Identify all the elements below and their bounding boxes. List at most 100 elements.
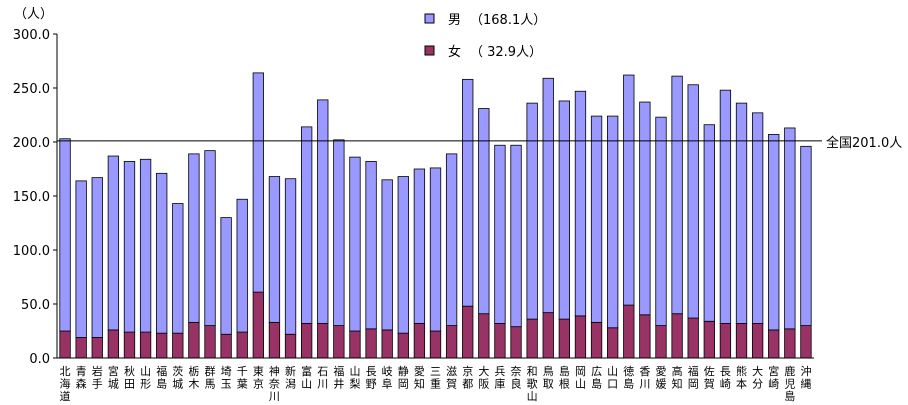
x-category-label: 口 (607, 378, 618, 391)
bar-male (349, 156, 361, 332)
x-category-label: 本 (736, 377, 747, 391)
x-category-label: 縄 (800, 377, 811, 391)
bar-female (156, 332, 168, 359)
bar-female (413, 323, 426, 359)
bar-male (91, 177, 103, 338)
bar-female (751, 323, 764, 359)
x-category-label: 海 (60, 377, 71, 391)
bar-female (397, 332, 409, 359)
x-category-label: 岐 (382, 365, 393, 378)
bar-female (317, 323, 329, 359)
bar-male (139, 158, 152, 333)
x-category-label: 良 (511, 377, 522, 391)
bar-male (590, 115, 603, 323)
bar-male (784, 127, 796, 330)
x-category-label: 山 (527, 390, 538, 403)
x-category-label: 岡 (688, 378, 699, 391)
x-category-label: 福 (688, 364, 699, 378)
bar-male (107, 155, 120, 331)
bar-male (300, 126, 313, 324)
x-category-label: 島 (591, 377, 602, 391)
bar-male (703, 124, 715, 322)
bar-male (639, 101, 651, 316)
bar-male (236, 198, 248, 333)
bar-male (751, 112, 764, 324)
x-category-label: 高 (672, 364, 683, 378)
x-category-label: 森 (76, 377, 87, 391)
x-category-label: 石 (317, 365, 328, 378)
x-category-label: 道 (60, 389, 71, 403)
x-category-label: 福 (156, 364, 167, 378)
bar-male (462, 78, 474, 307)
x-category-label: 重 (430, 377, 441, 391)
x-category-label: 島 (784, 389, 795, 403)
x-category-label: 大 (752, 364, 763, 378)
bar-female (542, 312, 554, 359)
x-category-label: 鳥 (543, 364, 554, 378)
bar-male (607, 115, 619, 329)
bar-male (59, 138, 71, 332)
bar-male (558, 100, 571, 320)
x-category-label: 井 (333, 377, 344, 391)
legend-value-male: （168.1人） (470, 13, 546, 28)
bar-male (284, 178, 297, 335)
x-category-label: 梨 (349, 377, 360, 391)
x-category-label: 山 (301, 378, 312, 391)
bar-female (445, 325, 458, 359)
bar-female (655, 325, 667, 359)
bar-male (526, 102, 538, 320)
legend: 男 （168.1人） 女 （ 32.9人） (424, 13, 546, 60)
bar-female (703, 320, 715, 359)
bar-female (188, 321, 200, 359)
bar-male (574, 90, 587, 317)
x-category-label: 奈 (269, 377, 280, 391)
bar-female (59, 330, 71, 359)
x-category-label: 青 (76, 365, 87, 378)
x-category-label: 城 (108, 378, 119, 391)
legend-label-male: 男 (448, 13, 461, 28)
bar-female (590, 321, 603, 359)
legend-label-female: 女 (448, 44, 461, 60)
x-category-label: 川 (269, 390, 280, 403)
x-category-label: 川 (317, 378, 328, 391)
x-category-label: 東 (253, 365, 264, 378)
bar-male (510, 144, 522, 328)
x-category-label: 三 (430, 365, 441, 378)
bar-male (735, 102, 748, 324)
x-category-label: 宮 (108, 364, 119, 378)
bar-male (317, 99, 329, 324)
x-category-label: 徳 (623, 365, 634, 378)
bar-female (284, 333, 297, 359)
x-category-label: 知 (672, 377, 683, 391)
bar-male (445, 153, 458, 327)
x-category-label: 京 (253, 377, 264, 391)
bar-male (252, 72, 264, 293)
bar-female (381, 329, 393, 359)
x-category-label: 玉 (221, 378, 232, 391)
bar-male (687, 84, 699, 319)
x-category-label: 奈 (511, 364, 522, 378)
bar-female (671, 313, 683, 359)
bar-male (800, 145, 812, 327)
bar-female (75, 337, 87, 359)
y-tick-label: 50.0 (21, 298, 50, 313)
x-category-label: 北 (60, 365, 71, 378)
x-category-label: 根 (559, 377, 570, 391)
x-category-label: 島 (623, 377, 634, 391)
x-category-label: 熊 (736, 364, 747, 378)
x-category-label: 馬 (205, 378, 216, 391)
x-category-label: 長 (720, 365, 731, 378)
bar-female (687, 317, 699, 359)
x-category-label: 兵 (494, 365, 505, 378)
bar-male (204, 150, 216, 327)
x-category-label: 愛 (414, 365, 425, 378)
bar-female (107, 329, 120, 359)
x-category-label: 葉 (237, 377, 248, 391)
y-tick-label: 0.0 (29, 352, 50, 367)
bar-female (800, 325, 812, 359)
x-category-label: 阜 (382, 378, 393, 391)
x-categories-group: 北海道青森岩手宮城秋田山形福島茨城栃木群馬埼玉千葉東京神奈川新潟富山石川福井山梨… (60, 364, 812, 403)
x-category-label: 媛 (655, 377, 666, 391)
x-category-label: 愛 (655, 365, 666, 378)
bar-male (123, 161, 136, 333)
